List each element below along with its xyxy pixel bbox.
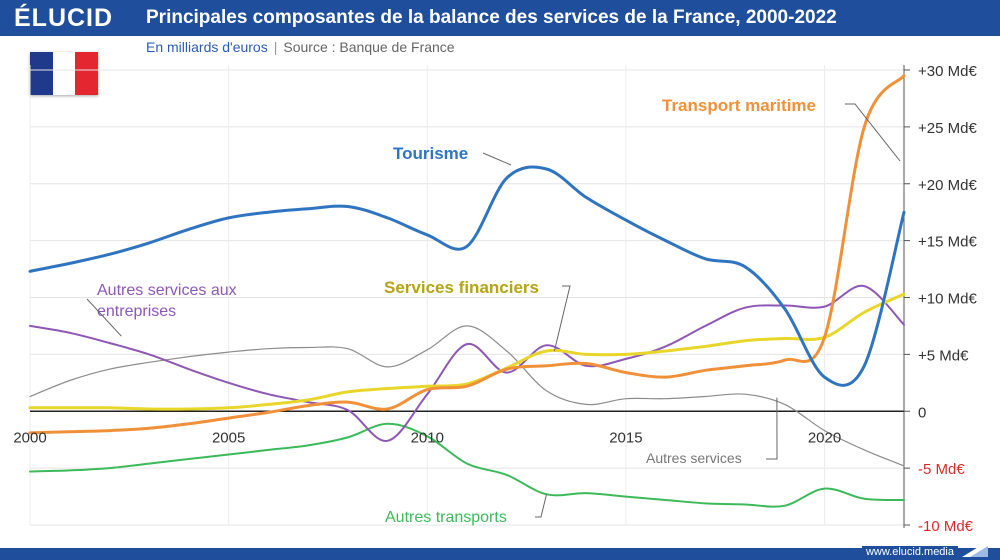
unit-label: En milliards d'euros: [146, 39, 268, 55]
x-tick-label: 2020: [808, 429, 841, 446]
series-line: [28, 292, 906, 411]
footer-bar: [0, 548, 1000, 560]
grid-lines: [29, 65, 904, 526]
y-tick-label: -5 Md€: [918, 461, 965, 478]
y-tick-label: -10 Md€: [918, 518, 974, 535]
y-tick-label: +20 Md€: [918, 177, 977, 194]
y-tick-label: +10 Md€: [918, 291, 977, 308]
leader-line: [766, 397, 778, 460]
series-label: Autres transports: [385, 509, 507, 526]
subtitle-separator: |: [273, 39, 278, 55]
x-tick-label: 2010: [411, 429, 444, 446]
x-tick-label: 2000: [13, 429, 46, 446]
france-flag-icon: [30, 52, 98, 95]
tick-labels: +30 Md€ +25 Md€ +20 Md€ +15 Md€ +10 Md€ +5 Md…: [13, 63, 977, 535]
line-chart: +30 Md€ +25 Md€ +20 Md€ +15 Md€ +10 Md€ +5 Md…: [13, 63, 977, 535]
y-tick-label: +5 Md€: [918, 347, 969, 364]
x-tick-label: 2005: [212, 429, 245, 446]
y-tick-label: 0: [918, 404, 926, 421]
flag-red-stripe: [75, 52, 98, 95]
chart-title: Principales composantes de la balance de…: [146, 7, 837, 28]
series-label: entreprises: [97, 303, 176, 320]
series-line: [29, 422, 905, 508]
leader-line: [86, 298, 122, 337]
y-tick-label: +25 Md€: [918, 120, 977, 137]
leader-line: [482, 152, 512, 166]
source-label: Source : Banque de France: [283, 39, 455, 55]
leader-line: [553, 285, 571, 352]
series-lines: [28, 74, 906, 508]
series-label: Services financiers: [384, 278, 539, 297]
flag-blue-stripe: [30, 52, 53, 95]
elucid-mark-icon: [962, 541, 988, 557]
axes: [30, 65, 910, 528]
series-line: [29, 284, 905, 442]
flag-white-stripe: [52, 52, 76, 95]
series-annotations: Tourisme Transport maritime Services finan…: [86, 96, 901, 526]
series-label: Tourisme: [393, 144, 468, 163]
footer-url: www.elucid.media: [861, 546, 958, 558]
series-label: Transport maritime: [662, 96, 816, 115]
leader-line: [535, 494, 547, 518]
x-tick-label: 2015: [609, 429, 642, 446]
series-line: [29, 325, 905, 467]
leader-line: [845, 103, 901, 162]
series-line: [28, 165, 906, 387]
header-bar: [0, 0, 1000, 36]
series-line: [28, 74, 906, 435]
series-label: Autres services aux: [97, 282, 237, 299]
series-label: Autres services: [646, 450, 742, 466]
chart-subtitle: En milliards d'euros | Source : Banque de …: [146, 39, 455, 55]
y-tick-label: +15 Md€: [918, 234, 977, 251]
y-tick-label: +30 Md€: [918, 63, 977, 80]
logo-box: [0, 0, 130, 36]
elucid-logo: ÉLUCID: [14, 4, 114, 32]
